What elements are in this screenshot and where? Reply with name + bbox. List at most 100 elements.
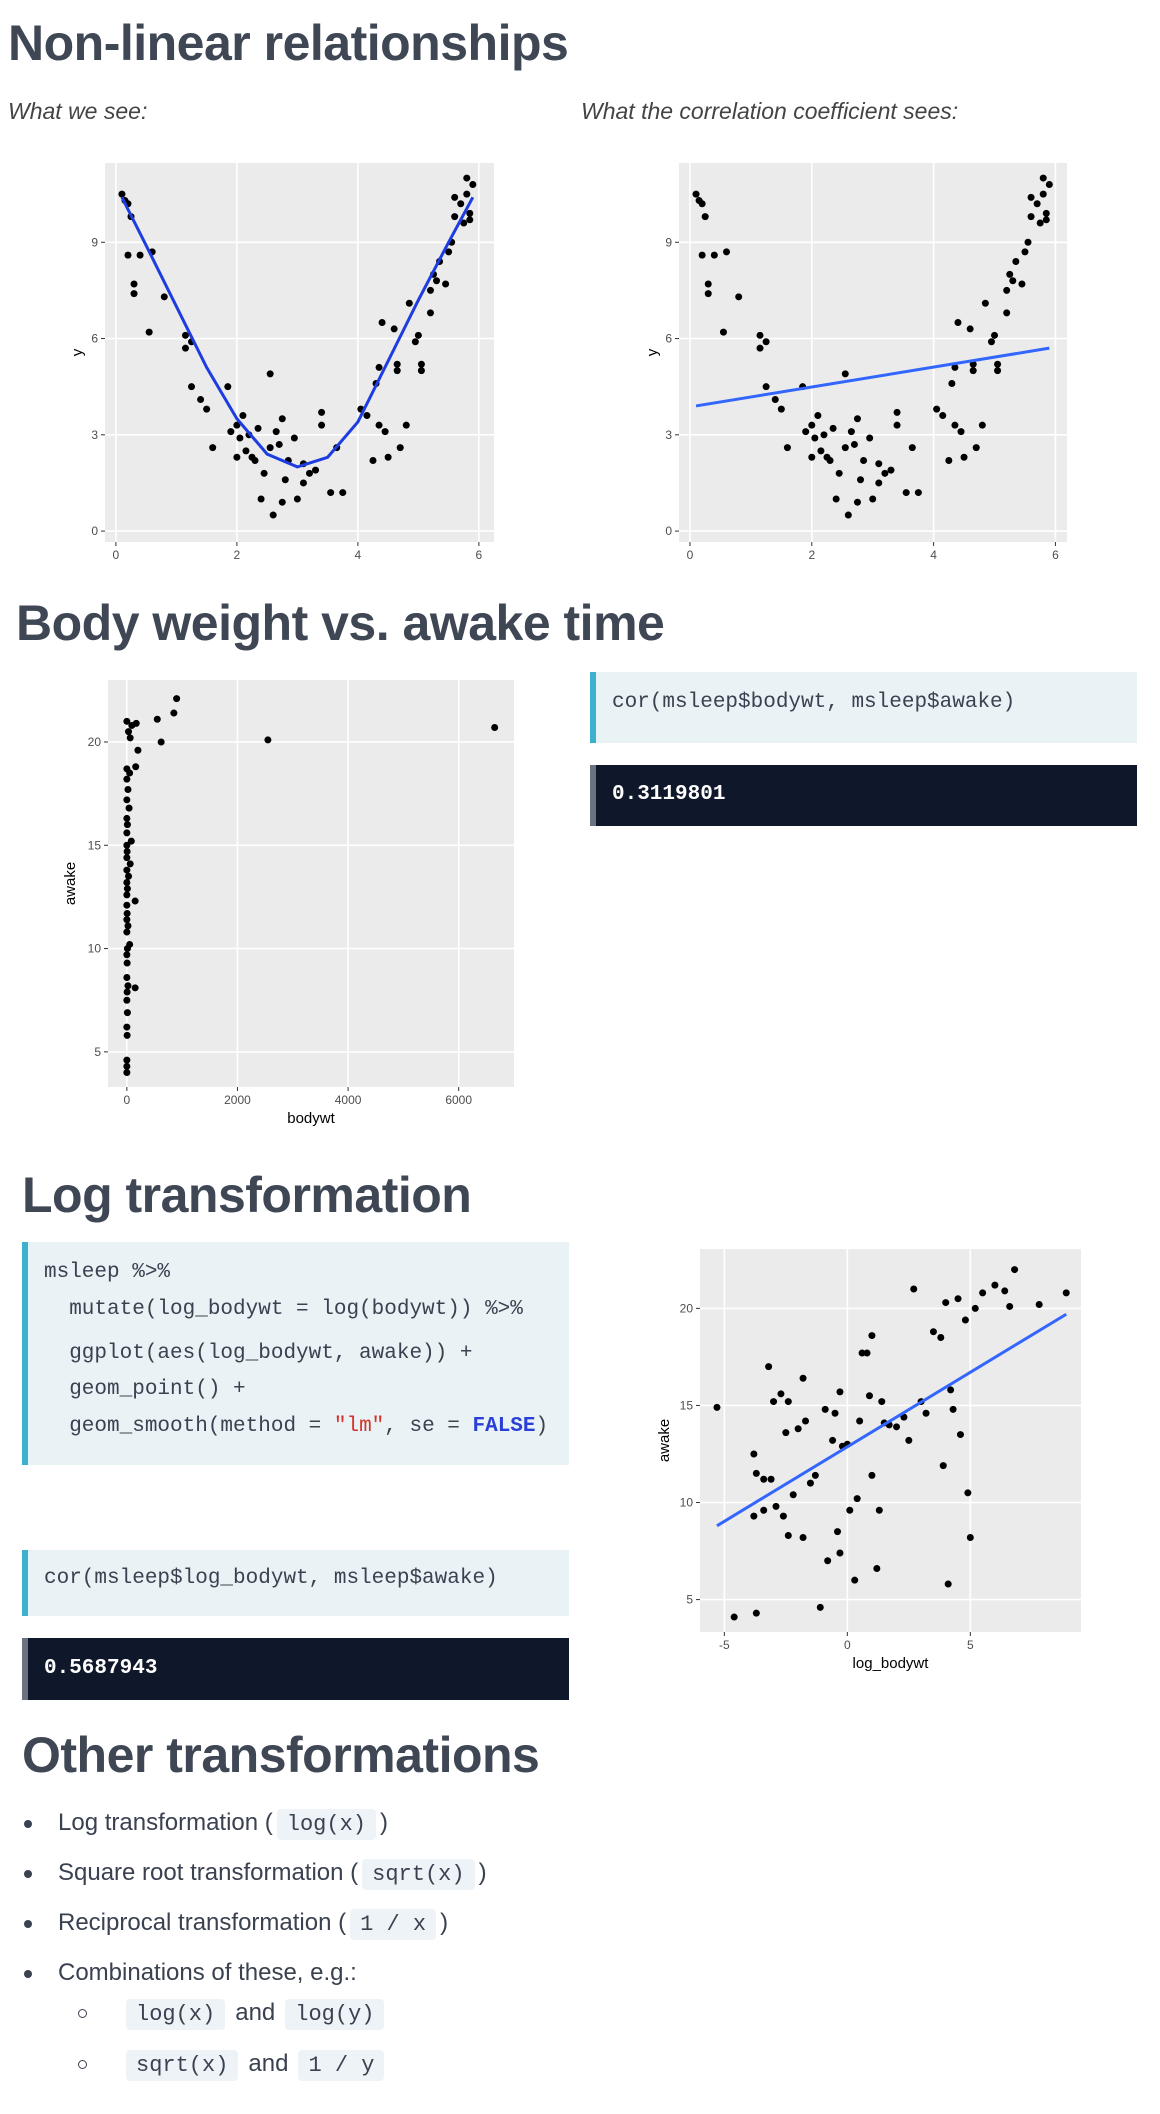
data-point [978, 421, 986, 429]
bullet-item: Log transformation (log(x)) [22, 1803, 487, 1853]
plot-panel [108, 680, 514, 1087]
inline-code: 1 / x [350, 1909, 437, 1940]
data-point [1024, 238, 1032, 246]
data-point [417, 360, 425, 368]
data-point [887, 466, 895, 474]
y-axis-title: y [644, 348, 661, 356]
y-tick-label: 10 [680, 1496, 694, 1510]
data-point [853, 415, 861, 423]
data-point [991, 1281, 999, 1289]
data-point [969, 367, 977, 375]
data-point [814, 412, 822, 420]
data-point [266, 370, 274, 378]
data-point [922, 1409, 930, 1417]
data-point [124, 922, 132, 930]
x-axis-title: log_bodywt [853, 1655, 930, 1672]
data-point [1003, 309, 1011, 317]
data-point [227, 428, 235, 436]
data-point [902, 489, 910, 497]
data-point [125, 728, 133, 736]
data-point [811, 434, 819, 442]
y-tick-label: 20 [680, 1301, 694, 1315]
data-point [820, 431, 828, 439]
data-point [847, 428, 855, 436]
data-point [123, 765, 131, 773]
data-point [851, 1576, 859, 1584]
data-point [417, 367, 425, 375]
data-point [710, 251, 718, 259]
data-point [170, 709, 178, 717]
data-point [713, 1403, 721, 1411]
data-point [130, 280, 138, 288]
data-point [1027, 193, 1035, 201]
data-point [910, 1285, 918, 1293]
data-point [233, 453, 241, 461]
data-point [123, 821, 131, 829]
data-point [123, 1062, 131, 1070]
data-point [841, 370, 849, 378]
data-point [272, 428, 280, 436]
data-point [782, 1429, 790, 1437]
data-point [384, 453, 392, 461]
code-line: cor(msleep$bodywt, msleep$awake) [612, 691, 1016, 714]
data-point [756, 331, 764, 339]
data-point [841, 444, 849, 452]
sub-bullet-item: log(x) and log(y) [22, 1993, 487, 2044]
data-point [123, 814, 131, 822]
data-point [318, 421, 326, 429]
data-point [831, 1409, 839, 1417]
data-point [463, 190, 471, 198]
data-point [933, 405, 941, 413]
data-point [701, 213, 709, 221]
data-point [197, 396, 205, 404]
data-point [118, 190, 126, 198]
data-point [123, 854, 131, 862]
data-point [858, 1349, 866, 1357]
data-point [799, 1533, 807, 1541]
data-point [251, 456, 259, 464]
data-point [1039, 174, 1047, 182]
y-tick-label: 9 [91, 235, 98, 249]
data-point [704, 280, 712, 288]
data-point [123, 928, 131, 936]
data-point [914, 489, 922, 497]
y-tick-label: 6 [91, 332, 98, 346]
x-axis-title: bodywt [287, 1110, 335, 1127]
inline-code: sqrt(x) [362, 1859, 475, 1890]
data-point [971, 1304, 979, 1312]
data-point [153, 715, 161, 723]
code-line: msleep %>% [44, 1261, 171, 1284]
bullet-list: Log transformation (log(x)) Square root t… [22, 1803, 487, 2095]
data-point [123, 974, 131, 982]
data-point [836, 1388, 844, 1396]
data-point [949, 1405, 957, 1413]
data-point [1042, 209, 1050, 217]
data-point [824, 1557, 832, 1565]
plot-panel [105, 163, 494, 542]
data-point [132, 719, 140, 727]
plot-panel [700, 1249, 1081, 1632]
code-token: geom_smooth(method = [44, 1415, 334, 1438]
data-point [964, 1489, 972, 1497]
code-line: geom_point() + [44, 1378, 246, 1401]
bullet-text: ) [380, 1809, 388, 1836]
data-point [123, 829, 131, 837]
data-point [835, 469, 843, 477]
data-point [278, 415, 286, 423]
data-point [770, 1398, 778, 1406]
data-point [275, 440, 283, 448]
data-point [857, 476, 865, 484]
data-point [125, 872, 133, 880]
data-point [981, 299, 989, 307]
data-point [972, 444, 980, 452]
inline-code: log(x) [126, 1999, 226, 2030]
x-tick-label: 0 [687, 548, 694, 562]
data-point [856, 1417, 864, 1425]
bullet-item: Square root transformation (sqrt(x)) [22, 1853, 487, 1903]
data-point [339, 489, 347, 497]
data-point [939, 412, 947, 420]
inline-code: 1 / y [298, 2050, 385, 2081]
data-point [875, 1506, 883, 1514]
data-point [698, 251, 706, 259]
data-point [865, 1392, 873, 1400]
